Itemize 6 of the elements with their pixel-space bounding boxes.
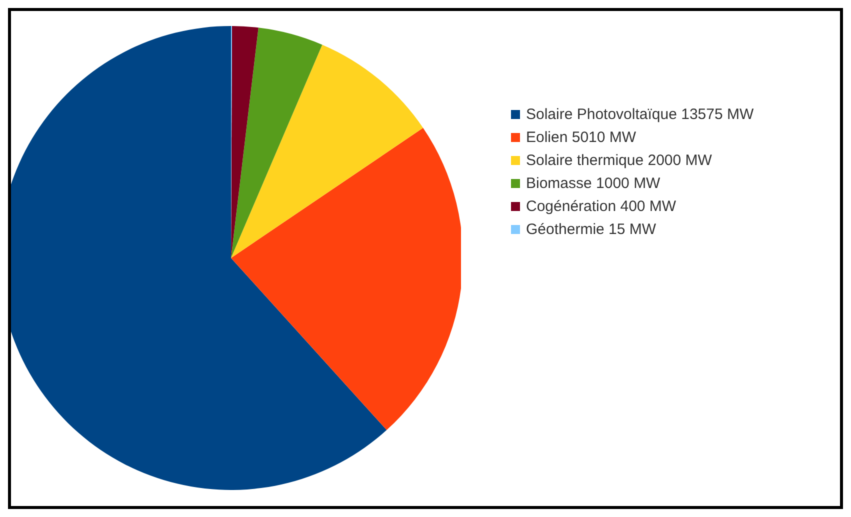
legend-label: Solaire Photovoltaïque 13575 MW bbox=[526, 106, 754, 123]
legend-label: Biomasse 1000 MW bbox=[526, 175, 660, 192]
legend-label: Solaire thermique 2000 MW bbox=[526, 152, 712, 169]
legend-label: Géothermie 15 MW bbox=[526, 221, 656, 238]
legend-label: Cogénération 400 MW bbox=[526, 198, 676, 215]
legend-label: Eolien 5010 MW bbox=[526, 129, 636, 146]
